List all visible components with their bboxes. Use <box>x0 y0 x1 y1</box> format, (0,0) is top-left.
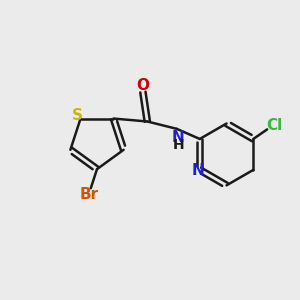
Text: Br: Br <box>79 187 98 202</box>
Text: N: N <box>192 163 205 178</box>
Text: N: N <box>172 130 184 145</box>
Text: Cl: Cl <box>266 118 282 133</box>
Text: H: H <box>172 138 184 152</box>
Text: O: O <box>136 78 149 93</box>
Text: S: S <box>71 107 82 122</box>
